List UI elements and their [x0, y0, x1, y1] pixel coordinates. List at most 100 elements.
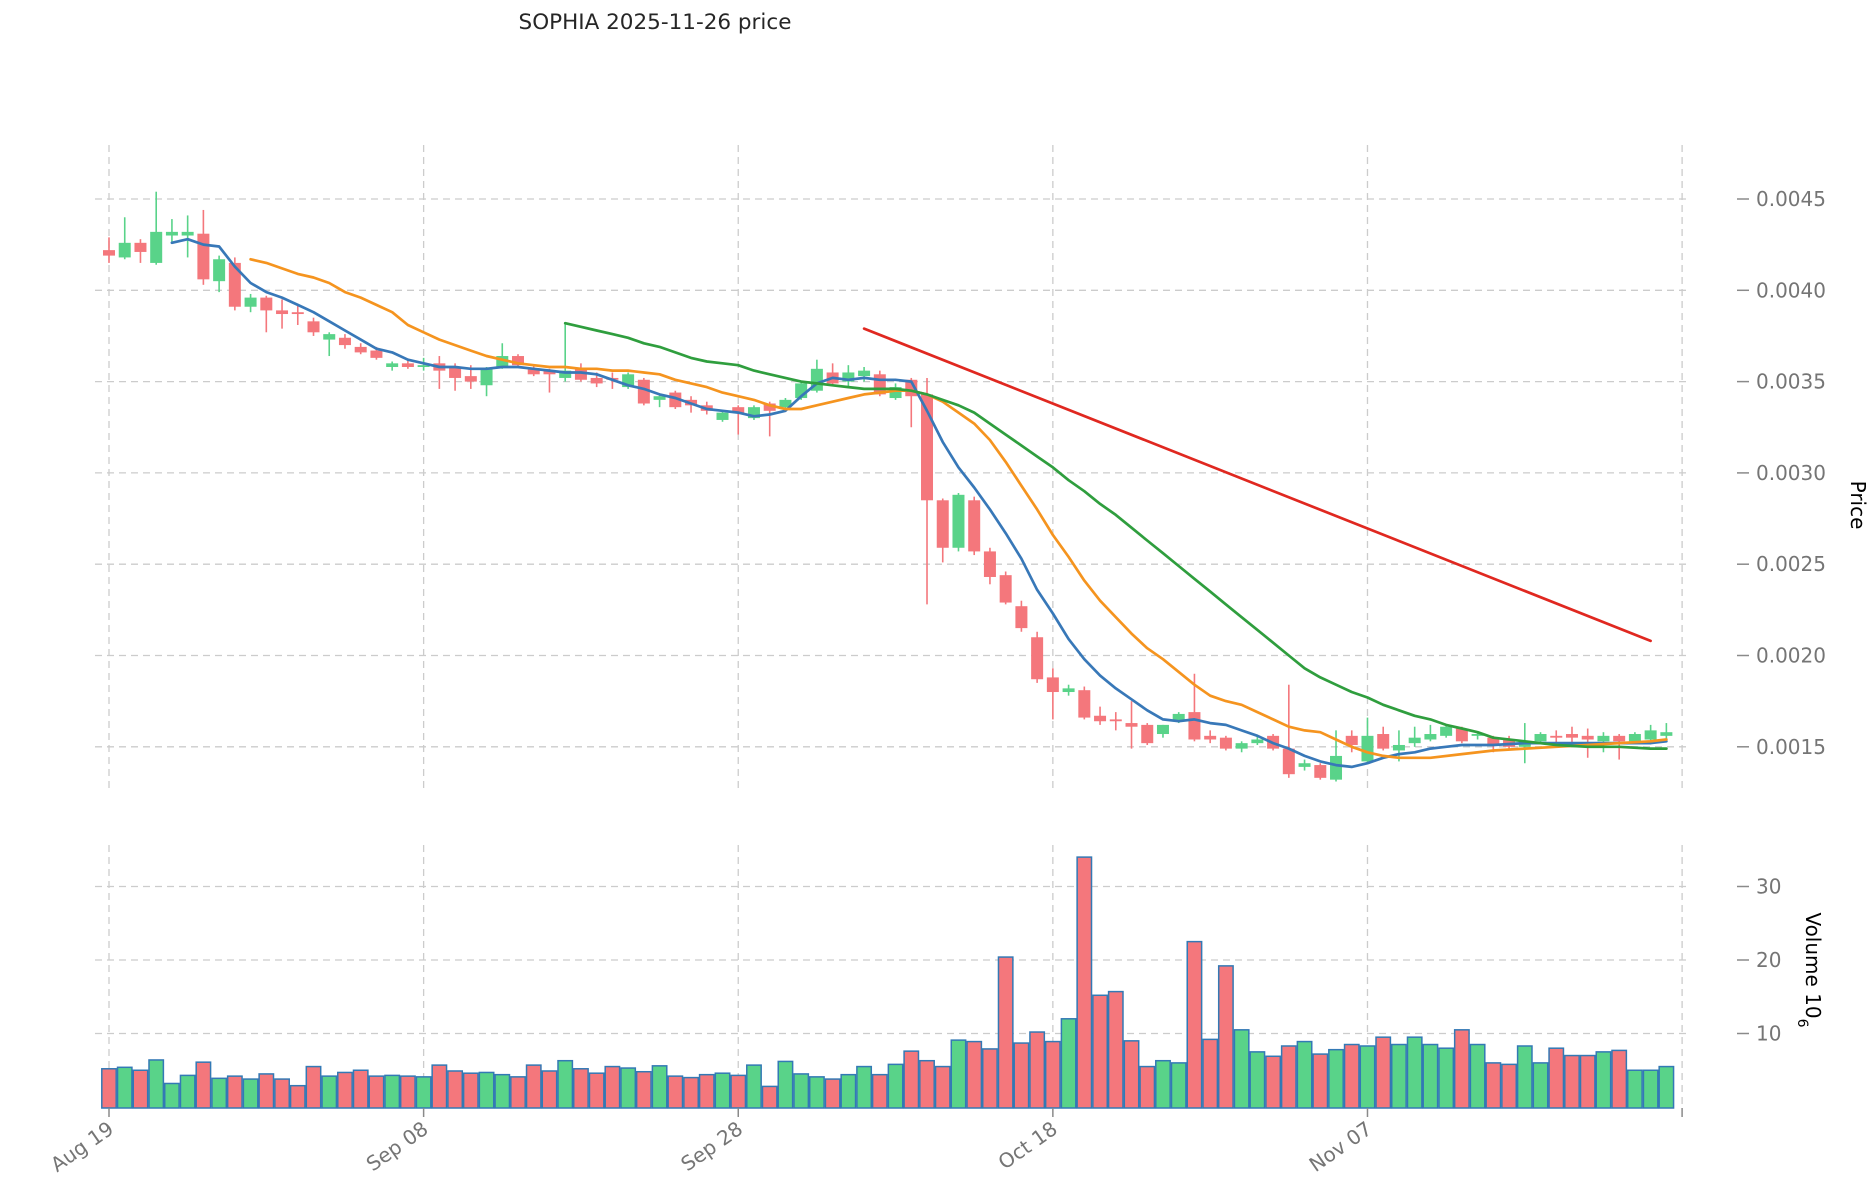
volume-bar [1626, 1069, 1643, 1109]
volume-bar [195, 1061, 212, 1109]
candle-body [1644, 730, 1657, 740]
candle-body [165, 231, 178, 236]
candle-body [968, 500, 981, 552]
volume-bar [981, 1048, 998, 1109]
candle-body [1156, 724, 1169, 735]
candle-body [1408, 737, 1421, 744]
candle-body [1534, 734, 1547, 742]
volume-bars [101, 856, 1675, 1109]
candle-body [307, 321, 320, 333]
candle-body [999, 575, 1012, 603]
candle-body [228, 262, 241, 307]
volume-tick-label: 10 [1756, 1022, 1781, 1046]
volume-bar [116, 1066, 133, 1109]
candle-body [842, 372, 855, 382]
volume-bar [1642, 1069, 1659, 1109]
candle-body [952, 494, 965, 548]
volume-bar [1280, 1045, 1297, 1109]
volume-bar [1564, 1054, 1580, 1109]
candlesticks [103, 191, 1673, 782]
volume-bar [132, 1069, 149, 1109]
candle-body [716, 412, 729, 420]
volume-bar [871, 1073, 888, 1109]
volume-bar [399, 1075, 416, 1109]
volume-bar [179, 1074, 196, 1109]
volume-bar [1501, 1063, 1518, 1109]
volume-bar [824, 1078, 841, 1109]
volume-bar [1107, 990, 1124, 1109]
volume-bar [1029, 1031, 1046, 1109]
volume-bar [447, 1070, 464, 1109]
volume-bar [934, 1065, 951, 1109]
candle-body [559, 370, 572, 378]
volume-bar [1092, 994, 1109, 1109]
volume-bar [163, 1082, 180, 1109]
volume-bar [1265, 1055, 1282, 1109]
candle-body [543, 370, 556, 375]
volume-bar [1202, 1038, 1219, 1109]
candle-body [1062, 688, 1075, 693]
candle-body [1597, 735, 1610, 742]
price-tick-label: 0.0025 [1756, 552, 1826, 576]
volume-bar [1375, 1036, 1392, 1109]
volume-bar [1359, 1045, 1376, 1109]
volume-bar [211, 1077, 228, 1109]
volume-bar [1595, 1051, 1612, 1109]
candle-body [244, 297, 257, 307]
price-axis-label: Price [1846, 481, 1870, 530]
volume-bar [1658, 1065, 1675, 1109]
candle-body [386, 363, 399, 367]
candle-body [921, 394, 934, 501]
volume-bar [620, 1067, 637, 1109]
candle-body [323, 334, 336, 340]
volume-bar [1422, 1043, 1439, 1109]
price-tick-label: 0.0015 [1756, 735, 1826, 759]
volume-bar [793, 1073, 810, 1109]
price-tick-label: 0.0035 [1756, 370, 1826, 394]
volume-bar [651, 1065, 668, 1109]
candle-body [1440, 726, 1453, 736]
candle-body [1660, 732, 1673, 736]
candle-body [338, 337, 351, 346]
candle-body [1015, 606, 1028, 629]
volume-bar [761, 1085, 778, 1109]
candle-body [1314, 765, 1327, 778]
volume-bar [1548, 1047, 1565, 1109]
chart-title: SOPHIA 2025-11-26 price [519, 10, 792, 35]
volume-bar [1249, 1051, 1266, 1109]
volume-tick-label: 20 [1756, 948, 1781, 972]
volume-bar [1343, 1043, 1360, 1109]
volume-bar [384, 1074, 401, 1109]
volume-bar [431, 1064, 448, 1109]
volume-bar [588, 1072, 605, 1109]
volume-bar [572, 1068, 589, 1109]
candle-body [590, 377, 603, 384]
volume-bar [997, 956, 1014, 1109]
volume-bar [1076, 856, 1093, 1109]
volume-bar [101, 1068, 117, 1109]
volume-bar [1013, 1042, 1030, 1109]
volume-bar [478, 1071, 495, 1109]
volume-bar [541, 1070, 558, 1109]
price-tick-label: 0.0040 [1756, 278, 1826, 302]
candle-body [1298, 763, 1311, 767]
price-tick-label: 0.0020 [1756, 644, 1826, 668]
candle-body [858, 370, 871, 377]
candle-body [1424, 734, 1437, 740]
volume-bar [840, 1073, 857, 1109]
volume-bar [683, 1076, 699, 1109]
volume-bar [242, 1078, 259, 1109]
volume-bar [1579, 1054, 1596, 1109]
trend-line-red [862, 327, 1652, 643]
candle-body [1471, 734, 1484, 736]
candle-body [1581, 735, 1594, 740]
volume-bar [321, 1075, 338, 1109]
volume-bar [305, 1065, 322, 1109]
volume-bar [604, 1065, 621, 1109]
candle-body [1094, 715, 1107, 722]
ma-slow-green [563, 321, 1668, 750]
volume-bar [1532, 1062, 1549, 1109]
volume-bar [1438, 1047, 1455, 1109]
candle-body [1565, 734, 1578, 738]
